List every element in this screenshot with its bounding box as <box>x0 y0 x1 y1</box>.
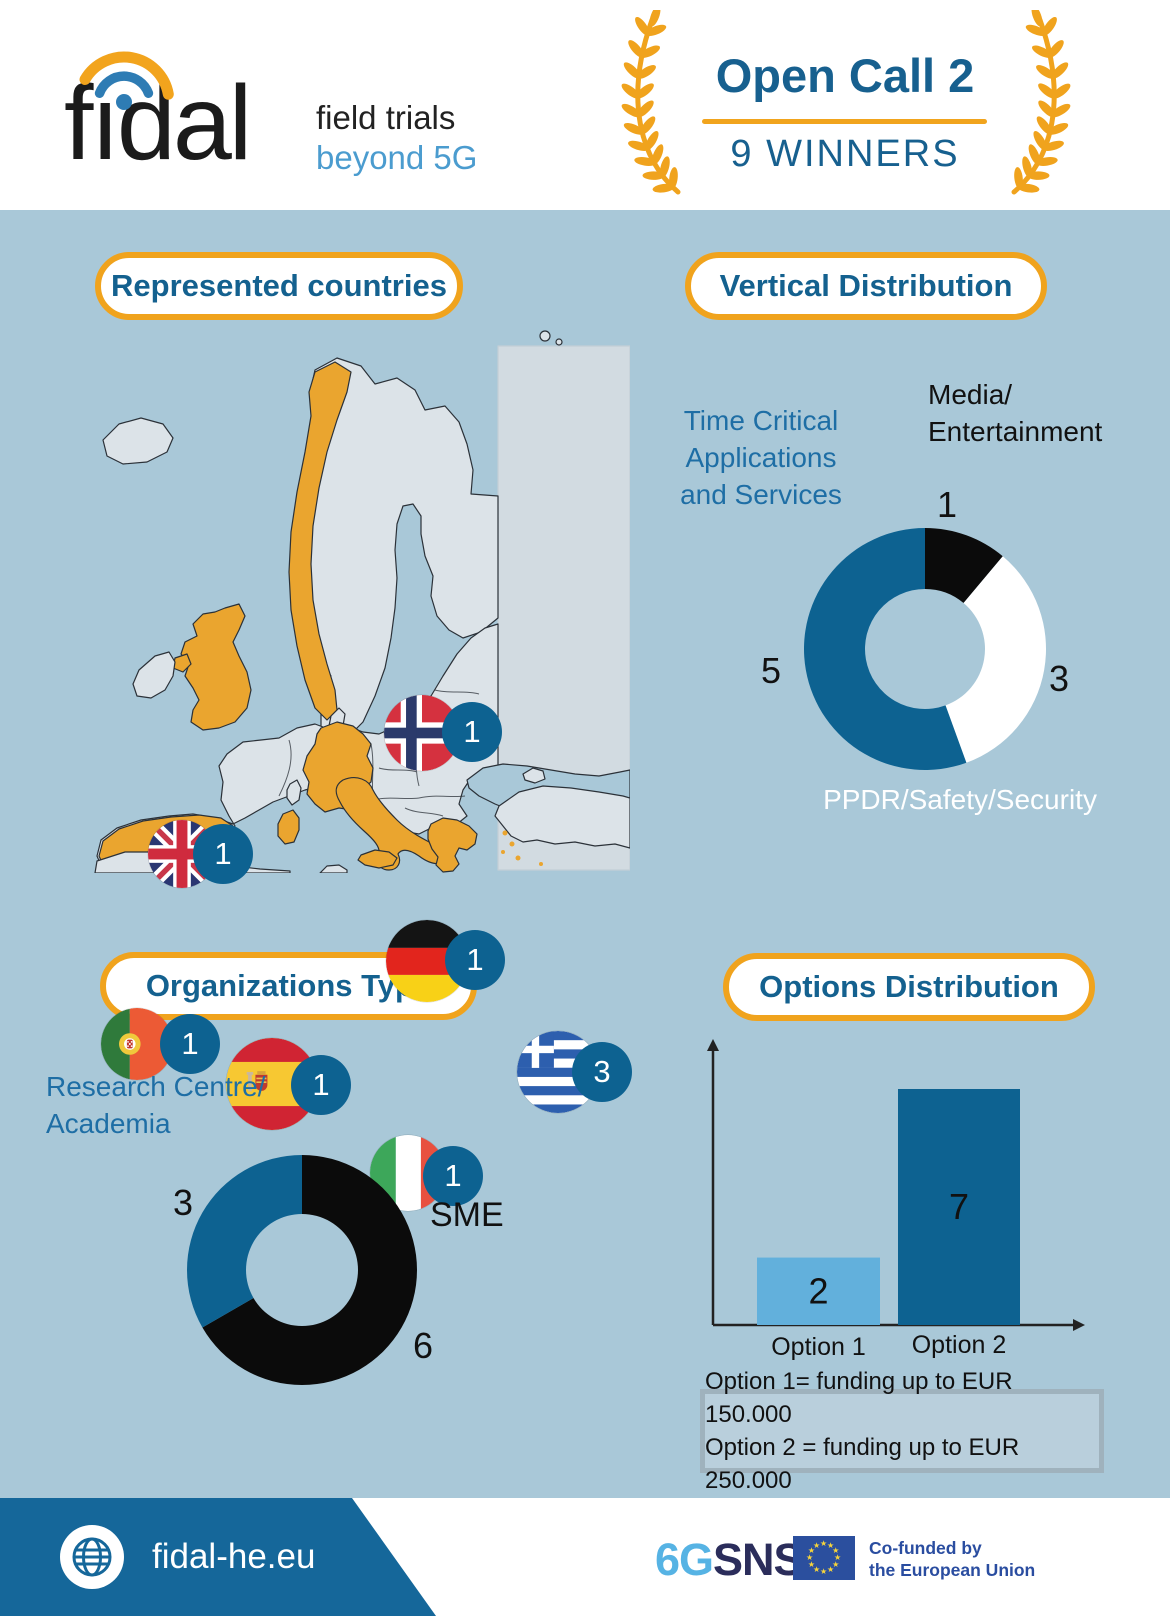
portugal-count-badge: 1 <box>160 1014 220 1074</box>
eu-star-icon: ★ <box>827 1565 835 1575</box>
germany-count-badge: 1 <box>445 930 505 990</box>
award-divider <box>702 119 987 124</box>
pill-label: Options Distribution <box>759 969 1059 1004</box>
pill-label: Represented countries <box>111 268 447 303</box>
eu-star-icon: ★ <box>806 1553 814 1562</box>
slice-value-media: 1 <box>936 484 958 525</box>
website-banner: fidal-he.eu <box>0 1498 436 1616</box>
slice-label-sme: SME <box>430 1196 504 1234</box>
slice-label-time-critical: Time Critical Applications and Services <box>680 405 842 510</box>
eu-star-icon: ★ <box>827 1540 835 1550</box>
eu-star-icon: ★ <box>813 1565 821 1575</box>
pill-label: Vertical Distribution <box>719 268 1013 303</box>
eu-star-icon: ★ <box>807 1560 816 1569</box>
funding-legend: Option 1= funding up to EUR 150.000 Opti… <box>700 1368 1104 1494</box>
uk-count-badge: 1 <box>193 824 253 884</box>
slice-label-ppdr: PPDR/Safety/Security <box>823 784 1097 815</box>
award-subtitle: 9 WINNERS <box>730 133 960 175</box>
norway-count-badge: 1 <box>442 702 502 762</box>
europe-map <box>94 330 630 873</box>
wifi-arcs-icon <box>79 51 174 110</box>
greece-count-badge: 3 <box>572 1042 632 1102</box>
eu-star-icon: ★ <box>813 1540 821 1550</box>
eu-star-icon: ★ <box>807 1546 816 1555</box>
spain-flag-icon <box>226 1038 318 1130</box>
slice-label-research: Research Centre/ Academia <box>46 1071 266 1139</box>
6gsns-logo-6g: 6G <box>655 1534 714 1585</box>
laurel-branch-right-icon <box>1011 10 1071 195</box>
pill-label: Organizations Type <box>145 968 432 1003</box>
svg-text:7: 7 <box>949 1186 969 1227</box>
organizations-type-donut-chart <box>187 1155 417 1385</box>
globe-icon <box>60 1525 124 1589</box>
award-title: Open Call 2 <box>715 49 975 102</box>
laurel-branch-left-icon <box>621 10 681 195</box>
eu-flag-icon: ★ ★ ★ ★ ★ ★ ★ ★ ★ ★ ★ ★ <box>793 1536 855 1580</box>
slice-label-media: Media/ Entertainment <box>928 379 1103 447</box>
tagline-line1: field trials <box>316 99 456 136</box>
slice-value-sme: 6 <box>412 1325 434 1366</box>
tagline-line2: beyond 5G <box>316 139 478 176</box>
6gsns-logo-sns: SNS <box>713 1534 804 1585</box>
eu-star-icon: ★ <box>834 1553 842 1562</box>
footer: fidal-he.eu 6GSNS ★ ★ ★ ★ ★ ★ ★ ★ ★ ★ ★ ★ Co-funded… <box>0 1498 1170 1616</box>
bar-category-option2: Option 2 <box>911 1331 1007 1359</box>
pill-vertical-distribution: Vertical Distribution <box>685 252 1047 320</box>
greece-flag-icon <box>517 1031 599 1113</box>
pill-represented-countries: Represented countries <box>95 252 463 320</box>
svg-text:2: 2 <box>808 1270 828 1311</box>
eu-star-icon: ★ <box>820 1539 828 1548</box>
slice-value-ppdr: 3 <box>1048 658 1070 699</box>
legend-line1: Option 1= funding up to EUR 150.000 <box>705 1368 1013 1428</box>
legend-line2: Option 2 = funding up to EUR 250.000 <box>705 1434 1020 1494</box>
spain-count-badge: 1 <box>291 1055 351 1115</box>
slice-value-research: 3 <box>172 1182 194 1223</box>
website-link[interactable]: fidal-he.eu <box>152 1537 316 1576</box>
header: fıdal field trials beyond 5G Open Call 2… <box>0 0 1170 210</box>
logo-tagline: field trials beyond 5G <box>316 98 477 178</box>
fidal-logo: fıdal <box>64 64 252 182</box>
bar-category-option1: Option 1 <box>771 1333 866 1361</box>
slice-value-time-critical: 5 <box>760 650 782 691</box>
eu-star-icon: ★ <box>832 1546 840 1555</box>
6gsns-logo: 6GSNS <box>655 1534 804 1586</box>
eu-cofunding-label: Co-funded by the European Union <box>869 1538 1036 1580</box>
options-distribution-bar-chart: 27 <box>707 1039 1085 1331</box>
eu-star-icon: ★ <box>832 1560 840 1569</box>
eu-star-icon: ★ <box>820 1567 828 1576</box>
italy-count-badge: 1 <box>423 1146 483 1206</box>
pill-options-distribution: Options Distribution <box>723 953 1095 1021</box>
vertical-distribution-donut-chart <box>804 528 1046 770</box>
